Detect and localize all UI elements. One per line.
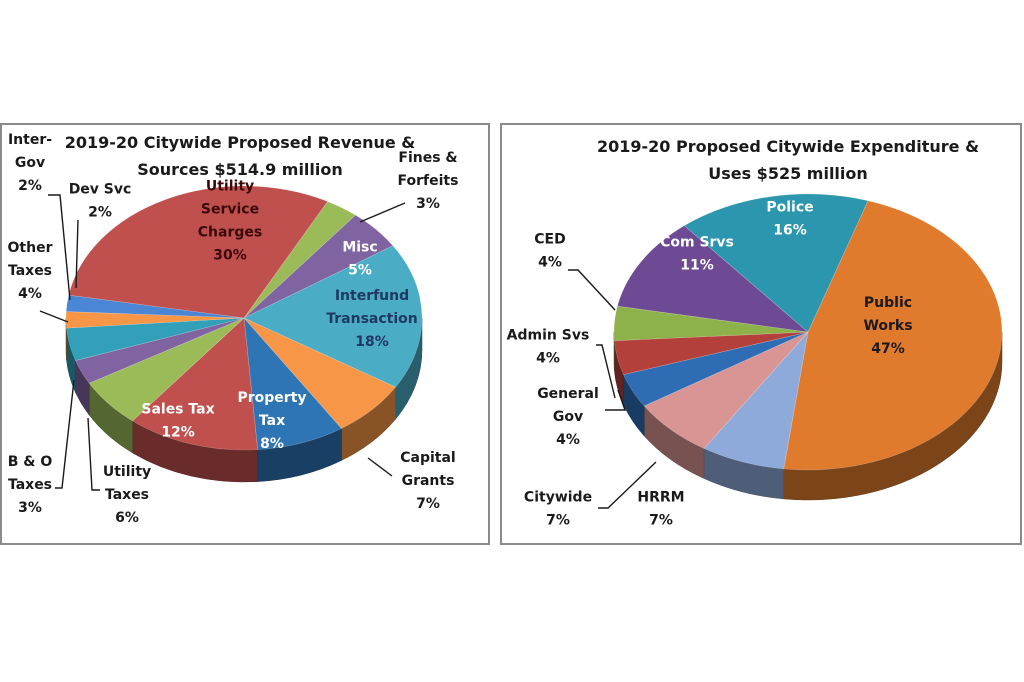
pie-slice-general-gov	[623, 331, 809, 407]
data-label-utility-service-charges-3: 30%	[213, 248, 247, 264]
pie-slice-other-taxes	[66, 317, 245, 361]
2019-20-proposed-citywide-expenditure-uses-525-million-slices	[613, 193, 1003, 471]
pie-slice-public-works	[783, 200, 1003, 471]
revenue-chart-title-line-1: 2019-20 Citywide Proposed Revenue &	[65, 133, 416, 152]
pie-slice-admin-svs	[614, 331, 809, 375]
leader-line-inter-gov	[48, 194, 71, 301]
leader-line-admin-svs	[596, 344, 616, 399]
data-label-ced-0: CED	[534, 232, 565, 248]
pie-slice-utility-taxes	[88, 317, 245, 422]
pie-slice-misc	[243, 214, 394, 319]
leader-line-citywide	[598, 461, 657, 509]
pie-slice-b-o-taxes	[75, 317, 245, 384]
data-label-b-o-taxes-0: B & O	[8, 454, 53, 470]
data-label-property-tax-2: 8%	[260, 436, 284, 452]
data-label-interfund-transaction-2: 18%	[355, 334, 389, 350]
pie-slice-fines-forfeits	[243, 201, 357, 319]
data-label-interfund-transaction-0: Interfund	[335, 288, 409, 304]
data-label-utility-service-charges-1: Service	[201, 202, 259, 218]
leader-line-utility-taxes	[87, 417, 100, 491]
data-label-dev-svc-0: Dev Svc	[69, 182, 132, 198]
data-label-citywide-1: 7%	[546, 513, 570, 529]
leader-line-capital-grants	[367, 457, 393, 477]
data-label-b-o-taxes-1: Taxes	[8, 477, 52, 493]
pie-slice-police	[683, 193, 869, 333]
data-label-utility-taxes-0: Utility	[103, 464, 151, 480]
data-label-misc-1: 5%	[348, 263, 372, 279]
pie-slice-inter-gov	[65, 311, 245, 329]
data-label-admin-svs-0: Admin Svs	[507, 328, 590, 344]
data-label-property-tax-0: Property	[237, 390, 306, 406]
pie-slice-com-srvs	[617, 225, 809, 333]
2019-20-proposed-citywide-expenditure-uses-525-million-sides	[613, 331, 1003, 501]
data-label-other-taxes-1: Taxes	[8, 263, 52, 279]
data-label-property-tax-1: Tax	[259, 413, 285, 429]
data-label-inter-gov-2: 2%	[18, 178, 42, 194]
2019-20-citywide-proposed-revenue-sources-514-9-million-labels: Fines & Forfeits 3% Misc 5% Interfund Transact…	[8, 132, 459, 526]
data-label-interfund-transaction-1: Transaction	[326, 311, 418, 327]
data-label-utility-taxes-2: 6%	[115, 510, 139, 526]
pie-slice-ced	[613, 305, 809, 341]
data-label-fines-forfeits-0: Fines &	[398, 150, 457, 166]
leader-line-ced	[568, 269, 616, 311]
leader-line-other-taxes	[39, 310, 69, 323]
data-label-utility-service-charges-0: Utility	[206, 179, 254, 195]
pie-slice-property-tax	[243, 317, 342, 450]
pie-slice-interfund-transaction	[243, 245, 423, 388]
data-label-police-0: Police	[766, 200, 813, 216]
pie-slice-hrrm	[703, 331, 809, 470]
data-label-hrrm-0: HRRM	[637, 490, 684, 506]
revenue-chart-title-line-2: Sources $514.9 million	[137, 160, 343, 179]
expenditure-pie-chart: 2019-20 Proposed Citywide Expenditure & …	[507, 137, 1003, 529]
data-label-com-srvs-1: 11%	[680, 258, 714, 274]
leader-line-general-gov	[605, 389, 626, 411]
pie-slice-utility-service-charges	[68, 185, 329, 319]
data-label-police-1: 16%	[773, 223, 807, 239]
data-label-dev-svc-1: 2%	[88, 205, 112, 221]
data-label-sales-tax-1: 12%	[161, 425, 195, 441]
data-label-sales-tax-0: Sales Tax	[141, 402, 214, 418]
pie-slice-sales-tax	[131, 317, 258, 451]
data-label-fines-forfeits-2: 3%	[416, 196, 440, 212]
data-label-fines-forfeits-1: Forfeits	[398, 173, 459, 189]
data-label-capital-grants-0: Capital	[400, 450, 455, 466]
leader-line-dev-svc	[75, 219, 79, 289]
data-label-com-srvs-0: Com Srvs	[660, 235, 734, 251]
pie-slice-capital-grants	[243, 317, 397, 429]
data-label-misc-0: Misc	[342, 240, 377, 256]
leader-line-fines-forfeits	[359, 202, 406, 223]
data-label-capital-grants-2: 7%	[416, 496, 440, 512]
pie-slice-citywide	[643, 331, 809, 449]
data-label-utility-taxes-1: Taxes	[105, 487, 149, 503]
data-label-ced-1: 4%	[538, 255, 562, 271]
pie-slice-dev-svc	[65, 294, 245, 319]
leader-line-b-o-taxes	[55, 379, 75, 489]
data-label-other-taxes-0: Other	[8, 240, 53, 256]
2019-20-citywide-proposed-revenue-sources-514-9-million-slices	[65, 185, 423, 451]
data-label-utility-service-charges-2: Charges	[198, 225, 262, 241]
data-label-inter-gov-1: Gov	[15, 155, 45, 171]
data-label-public-works-0: Public	[864, 295, 912, 311]
data-label-b-o-taxes-2: 3%	[18, 500, 42, 516]
data-label-public-works-1: Works	[863, 318, 912, 334]
data-label-other-taxes-2: 4%	[18, 286, 42, 302]
data-label-general-gov-2: 4%	[556, 432, 580, 448]
data-label-public-works-2: 47%	[871, 341, 905, 357]
expenditure-chart-title-line-2: Uses $525 million	[708, 164, 868, 183]
data-label-general-gov-0: General	[537, 386, 599, 402]
expenditure-chart-title-line-1: 2019-20 Proposed Citywide Expenditure &	[597, 137, 979, 156]
2019-20-proposed-citywide-expenditure-uses-525-million-labels: Public Works 47% HRRM 7% Citywide 7% General Gov…	[507, 200, 913, 529]
data-label-general-gov-1: Gov	[553, 409, 583, 425]
data-label-citywide-0: Citywide	[524, 490, 592, 506]
data-label-hrrm-1: 7%	[649, 513, 673, 529]
data-label-inter-gov-0: Inter-	[8, 132, 52, 148]
data-label-admin-svs-1: 4%	[536, 351, 560, 367]
data-label-capital-grants-1: Grants	[402, 473, 455, 489]
revenue-pie-chart: 2019-20 Citywide Proposed Revenue & Sour…	[8, 132, 459, 526]
